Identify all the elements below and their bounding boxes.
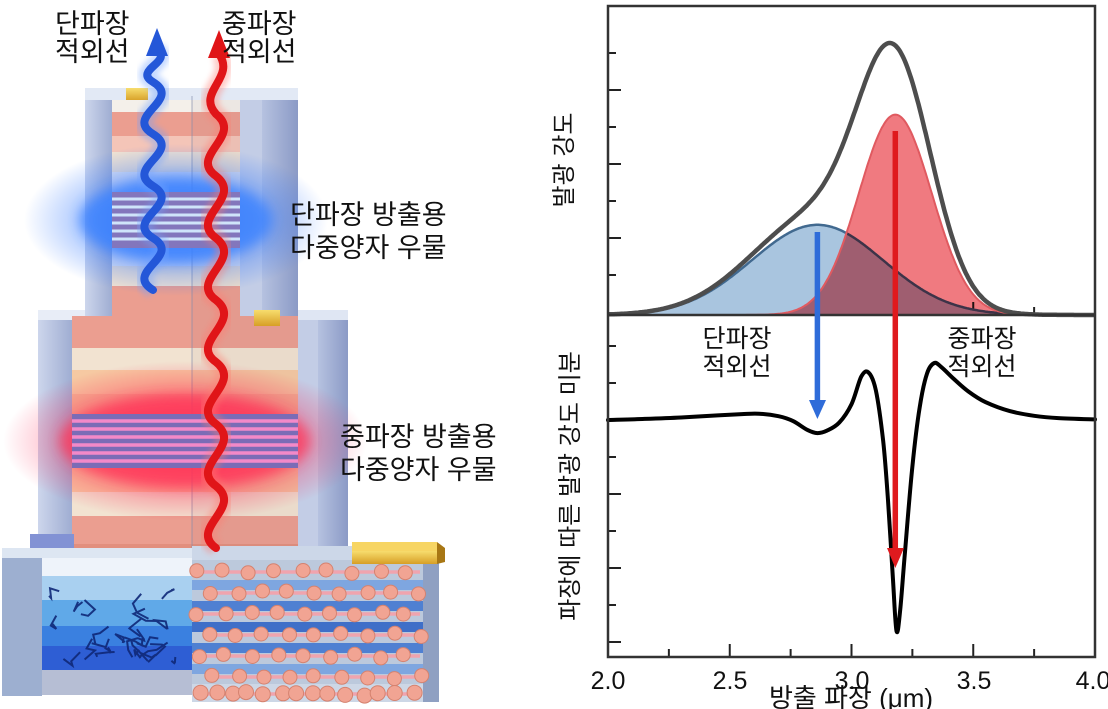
xtick-3.0: 3.0 bbox=[835, 667, 870, 695]
bottom-gold-contact bbox=[352, 542, 445, 564]
mwir-mqw-label-line2: 다중양자 우물 bbox=[340, 455, 497, 485]
chart-labels: 발광 강도 파장에 따른 발광 강도 미분 2.0 2.5 3.0 3.5 4.… bbox=[551, 113, 1108, 709]
nanowire-squiggles bbox=[48, 586, 177, 669]
swir-region-label-line1: 단파장 bbox=[702, 325, 771, 353]
quantum-dot-rows bbox=[188, 562, 430, 704]
mwir-arrowhead-icon bbox=[208, 30, 230, 58]
axis-ticks bbox=[607, 52, 1096, 657]
mwir-region-label-line2: 적외선 bbox=[947, 353, 1016, 381]
swir-emission-label-line1: 단파장 bbox=[55, 9, 130, 39]
left-substrate-block bbox=[2, 548, 192, 696]
plot-frame bbox=[606, 4, 1097, 659]
swir-region-label-line2: 적외선 bbox=[702, 353, 771, 381]
swir-emission-arrow bbox=[140, 46, 166, 294]
emission-arrows bbox=[136, 28, 233, 555]
mwir-emission-arrow bbox=[204, 50, 228, 552]
swir-mqw-label-line2: 다중양자 우물 bbox=[290, 233, 447, 263]
swir-marker-arrowhead-icon bbox=[809, 400, 826, 419]
total-spectrum-curve bbox=[606, 40, 1097, 318]
swir-mqw-label-line1: 단파장 방출용 bbox=[290, 200, 447, 230]
xtick-2.0: 2.0 bbox=[591, 667, 626, 695]
mwir-peak-fill bbox=[608, 114, 1095, 315]
left-block-side-face bbox=[2, 558, 42, 696]
left-block-layers bbox=[42, 558, 192, 695]
mwir-mqw-stripes bbox=[72, 419, 298, 463]
blue-tab bbox=[30, 534, 74, 552]
right-block-side-face bbox=[423, 556, 439, 702]
bottom-ylabel: 파장에 따른 발광 강도 미분 bbox=[557, 351, 584, 621]
mwir-quantum-well-region bbox=[3, 310, 367, 521]
swir-arrowhead-icon bbox=[146, 28, 168, 56]
top-contact-pad bbox=[126, 88, 148, 101]
xtick-3.5: 3.5 bbox=[957, 667, 992, 695]
mwir-mqw-stack bbox=[72, 414, 298, 468]
derivative-curve bbox=[606, 360, 1097, 635]
device-labels: 단파장 적외선 중파장 적외선 단파장 방출용 다중양자 우물 중파장 방출용 … bbox=[55, 9, 497, 485]
xaxis-title: 방출 파장 (μm) bbox=[769, 683, 933, 709]
left-block-top-face bbox=[2, 548, 192, 560]
swir-emission-label-line2: 적외선 bbox=[55, 37, 130, 67]
xtick-4.0: 4.0 bbox=[1076, 667, 1108, 695]
mwir-emission-label-line2: 적외선 bbox=[222, 37, 297, 67]
device-schematic: 단파장 적외선 중파장 적외선 단파장 방출용 다중양자 우물 중파장 방출용 … bbox=[2, 9, 497, 704]
substrate-blocks bbox=[2, 534, 445, 704]
mwir-region-label-line1: 중파장 bbox=[947, 325, 1016, 353]
swir-quantum-well-region bbox=[24, 144, 328, 296]
mwir-marker-arrowhead-icon bbox=[887, 548, 904, 568]
mwir-mqw-label-line1: 중파장 방출용 bbox=[340, 422, 497, 452]
spectra-panel: 발광 강도 파장에 따른 발광 강도 미분 2.0 2.5 3.0 3.5 4.… bbox=[551, 4, 1108, 709]
right-substrate-block bbox=[188, 542, 445, 704]
mwir-emission-label-line1: 중파장 bbox=[222, 9, 297, 39]
xtick-2.5: 2.5 bbox=[713, 667, 748, 695]
right-block-stripes bbox=[192, 580, 423, 674]
top-ylabel: 발광 강도 bbox=[551, 113, 578, 208]
peak-marker-arrows bbox=[809, 131, 904, 568]
side-contact-pad bbox=[254, 310, 280, 326]
